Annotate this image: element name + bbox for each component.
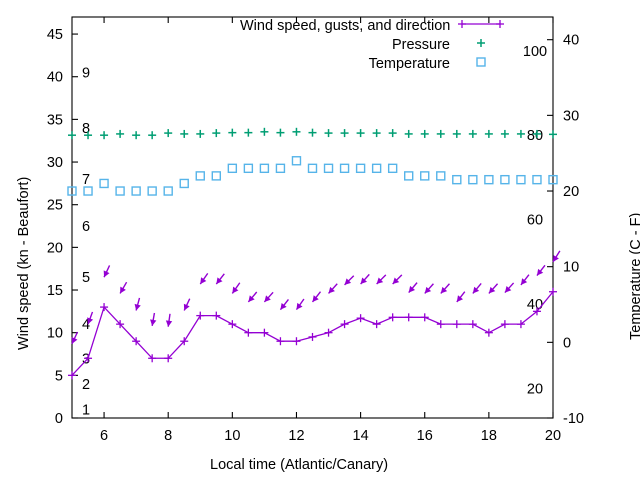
- legend-label-temperature[interactable]: Temperature: [368, 56, 450, 72]
- y-tick-label: 30: [47, 155, 63, 171]
- y-tick-label: 35: [47, 112, 63, 128]
- x-tick-label: 8: [164, 428, 172, 444]
- pressure-label: 20: [527, 381, 543, 397]
- legend-label-pressure[interactable]: Pressure: [391, 37, 450, 53]
- series-wind-speed: [68, 287, 557, 380]
- beaufort-label: 7: [82, 172, 90, 188]
- y-tick-label: 15: [47, 283, 63, 299]
- y2-tick-label: 40: [563, 33, 579, 49]
- legend-keys[interactable]: [458, 20, 504, 67]
- x-tick-label: 10: [224, 428, 240, 444]
- beaufort-label: 5: [82, 270, 90, 286]
- pressure-label: 40: [527, 297, 543, 313]
- y2-tick-label: 30: [563, 108, 579, 124]
- y2-tick-label: -10: [563, 411, 584, 427]
- beaufort-label: 1: [82, 402, 90, 418]
- pressure-label: 80: [527, 128, 543, 144]
- y-tick-label: 25: [47, 198, 63, 214]
- series-pressure: [68, 127, 557, 140]
- plot-frame: [71, 16, 554, 419]
- x-tick-label: 12: [288, 428, 304, 444]
- x-axis-title: Local time (Atlantic/Canary): [210, 457, 389, 473]
- x-tick-label: 6: [100, 428, 108, 444]
- y2-tick-label: 20: [563, 184, 579, 200]
- beaufort-label: 2: [82, 377, 90, 393]
- y-tick-label: 40: [47, 70, 63, 86]
- beaufort-label: 9: [82, 65, 90, 81]
- y-axis-title: Wind speed (kn - Beaufort): [16, 176, 32, 350]
- series-temperature: [67, 156, 558, 196]
- beaufort-label: 3: [82, 351, 90, 367]
- beaufort-label: 6: [82, 219, 90, 235]
- x-tick-label: 16: [417, 428, 433, 444]
- y2-tick-label: 0: [563, 335, 571, 351]
- x-tick-label: 14: [353, 428, 369, 444]
- legend-label-wind[interactable]: Wind speed, gusts, and direction: [240, 18, 451, 34]
- y-tick-label: 0: [55, 411, 63, 427]
- beaufort-label: 4: [82, 317, 90, 333]
- x-tick-label: 18: [481, 428, 497, 444]
- y2-axis-title: Temperature (C - F): [628, 212, 640, 340]
- series-gust-arrows: [71, 250, 561, 345]
- x-tick-label: 20: [545, 428, 561, 444]
- y-tick-label: 45: [47, 27, 63, 43]
- pressure-label: 100: [523, 44, 547, 60]
- y-tick-label: 10: [47, 326, 63, 342]
- y-tick-label: 5: [55, 368, 63, 384]
- beaufort-label: 8: [82, 121, 90, 137]
- y-tick-label: 20: [47, 240, 63, 256]
- pressure-label: 60: [527, 213, 543, 229]
- y2-tick-label: 10: [563, 260, 579, 276]
